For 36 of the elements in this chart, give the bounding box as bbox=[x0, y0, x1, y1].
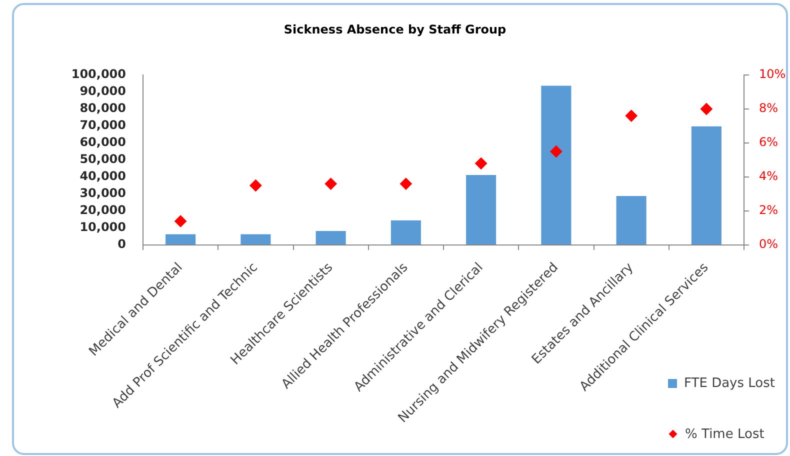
point bbox=[550, 146, 562, 158]
y-tick-label: 100,000 bbox=[71, 67, 126, 82]
y2-tick-label: 0% bbox=[759, 237, 778, 252]
y2-tick-label: 10% bbox=[759, 67, 786, 82]
bar bbox=[616, 196, 646, 244]
bar bbox=[541, 86, 572, 244]
bar bbox=[166, 234, 196, 244]
y2-tick-label: 8% bbox=[759, 101, 778, 116]
y-tick-label: 10,000 bbox=[80, 220, 126, 234]
y-tick-label: 50,000 bbox=[80, 152, 126, 166]
point bbox=[324, 178, 337, 190]
point bbox=[400, 178, 412, 190]
y-tick-label: 60,000 bbox=[80, 135, 126, 150]
point bbox=[475, 157, 488, 170]
y2-tick-label: 4% bbox=[759, 169, 778, 184]
point bbox=[700, 103, 712, 115]
bar bbox=[466, 174, 496, 244]
y-tick-label: 90,000 bbox=[80, 84, 126, 98]
y-tick-label: 70,000 bbox=[80, 118, 126, 132]
y-tick-label: 80,000 bbox=[80, 101, 126, 116]
y2-tick-label: 2% bbox=[759, 203, 778, 218]
point bbox=[174, 215, 187, 228]
y-tick-label: 30,000 bbox=[80, 186, 126, 200]
point bbox=[625, 110, 638, 122]
y-tick-label: 20,000 bbox=[80, 203, 126, 218]
y-tick-label: 0 bbox=[118, 237, 126, 252]
bar bbox=[240, 234, 271, 244]
bar bbox=[691, 126, 722, 244]
legend-label: % Time Lost bbox=[685, 426, 764, 442]
chart-title: Sickness Absence by Staff Group bbox=[284, 22, 507, 36]
bar bbox=[390, 220, 421, 244]
legend-label: FTE Days Lost bbox=[684, 376, 775, 390]
y-tick-label: 40,000 bbox=[80, 169, 126, 184]
bar bbox=[316, 231, 346, 244]
y2-tick-label: 6% bbox=[759, 135, 778, 150]
point bbox=[250, 180, 262, 192]
